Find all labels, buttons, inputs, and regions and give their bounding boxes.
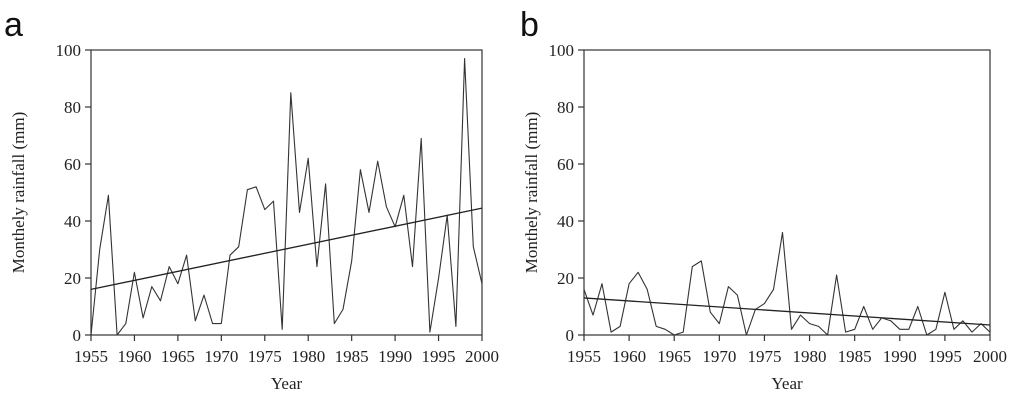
x-axis-title: Year [771, 374, 803, 393]
x-tick-label: 1975 [747, 347, 781, 366]
x-tick-label: 2000 [973, 347, 1007, 366]
plot-area [90, 49, 483, 336]
chart-panel-b: b 0 20 40 60 80 100 1955 1960 1965 1970 1975 1980 198… [520, 6, 1007, 393]
y-tick-label: 100 [549, 41, 575, 60]
y-tick-label: 40 [557, 212, 574, 231]
trend-line [583, 297, 991, 326]
x-tick-label: 1955 [567, 347, 601, 366]
x-tick-label: 1975 [248, 347, 282, 366]
x-tick-label: 1980 [291, 347, 325, 366]
y-axis-title: Monthely rainfall (mm) [522, 112, 541, 273]
x-tick-label: 1985 [838, 347, 872, 366]
y-axis-title: Monthely rainfall (mm) [9, 112, 28, 273]
chart-panel-a: a 0 20 40 60 80 100 1955 1960 1965 1970 1975 1980 198… [4, 6, 499, 393]
plot-area [583, 49, 991, 336]
x-tick-label: 2000 [465, 347, 499, 366]
x-tick-label: 1985 [335, 347, 369, 366]
x-tick-label: 1965 [657, 347, 691, 366]
x-tick-label: 1995 [928, 347, 962, 366]
panel-label: b [520, 6, 539, 44]
y-tick-label: 60 [557, 155, 574, 174]
trend-line [90, 207, 483, 291]
y-tick-label: 0 [73, 326, 82, 345]
x-tick-label: 1990 [378, 347, 412, 366]
y-tick-label: 40 [64, 212, 81, 231]
x-tick-label: 1965 [161, 347, 195, 366]
series-line-0 [90, 58, 483, 336]
x-tick-label: 1960 [612, 347, 646, 366]
x-axis-title: Year [271, 374, 303, 393]
x-tick-label: 1980 [793, 347, 827, 366]
y-tick-label: 0 [566, 326, 575, 345]
y-tick-label: 80 [557, 98, 574, 117]
y-tick-label: 20 [557, 269, 574, 288]
panel-label: a [4, 6, 23, 44]
x-tick-label: 1970 [702, 347, 736, 366]
x-tick-label: 1970 [204, 347, 238, 366]
y-tick-label: 20 [64, 269, 81, 288]
y-tick-label: 60 [64, 155, 81, 174]
x-tick-label: 1955 [74, 347, 108, 366]
x-tick-label: 1960 [117, 347, 151, 366]
y-tick-label: 100 [56, 41, 82, 60]
x-tick-label: 1990 [883, 347, 917, 366]
x-tick-label: 1995 [422, 347, 456, 366]
y-tick-label: 80 [64, 98, 81, 117]
